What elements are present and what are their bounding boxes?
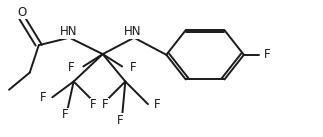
Text: F: F: [102, 98, 109, 111]
Text: F: F: [90, 98, 97, 111]
Text: O: O: [17, 6, 26, 19]
Text: F: F: [117, 114, 124, 127]
Text: F: F: [68, 61, 74, 74]
Text: F: F: [264, 48, 271, 61]
Text: F: F: [62, 108, 69, 121]
Text: F: F: [154, 98, 161, 111]
Text: HN: HN: [60, 25, 78, 38]
Text: F: F: [130, 61, 137, 74]
Text: F: F: [40, 92, 47, 104]
Text: HN: HN: [124, 25, 141, 38]
